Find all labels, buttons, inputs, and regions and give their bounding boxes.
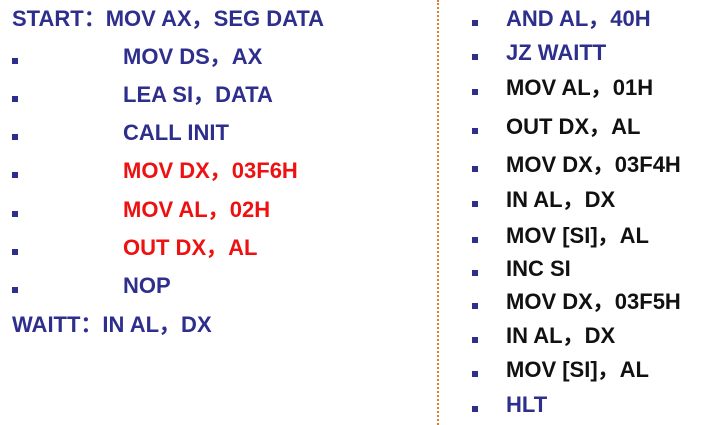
- right-line-10: IN AL，DX: [506, 323, 616, 348]
- right-line-6: IN AL，DX: [506, 187, 616, 212]
- right-line-5: MOV DX，03F4H: [506, 152, 681, 177]
- right-line-7: MOV [SI]，AL: [506, 223, 649, 248]
- bullet-icon: [472, 406, 478, 412]
- bullet-icon: [472, 89, 478, 95]
- left-line-5: MOV DX，03F6H: [123, 158, 298, 183]
- bullet-icon: [12, 134, 18, 140]
- bullet-icon: [472, 20, 478, 26]
- bullet-icon: [472, 371, 478, 377]
- bullet-icon: [472, 237, 478, 243]
- bullet-icon: [472, 54, 478, 60]
- bullet-icon: [12, 211, 18, 217]
- left-line-9: WAITT：IN AL，DX: [12, 312, 212, 337]
- bullet-icon: [12, 172, 18, 178]
- column-divider: [437, 0, 439, 425]
- bullet-icon: [12, 287, 18, 293]
- left-line-3: LEA SI，DATA: [123, 82, 273, 107]
- right-line-4: OUT DX，AL: [506, 114, 641, 139]
- right-line-3: MOV AL，01H: [506, 75, 654, 100]
- bullet-icon: [12, 96, 18, 102]
- bullet-icon: [12, 58, 18, 64]
- left-line-4: CALL INIT: [123, 120, 229, 145]
- bullet-icon: [472, 166, 478, 172]
- left-line-8: NOP: [123, 273, 171, 298]
- right-line-11: MOV [SI]，AL: [506, 357, 649, 382]
- right-line-12: HLT: [506, 392, 548, 417]
- left-line-2: MOV DS，AX: [123, 44, 263, 69]
- left-line-7: OUT DX，AL: [123, 235, 258, 260]
- left-line-6: MOV AL，02H: [123, 197, 271, 222]
- right-line-8: INC SI: [506, 256, 571, 281]
- right-line-1: AND AL，40H: [506, 6, 651, 31]
- right-line-9: MOV DX，03F5H: [506, 289, 681, 314]
- right-line-2: JZ WAITT: [506, 40, 607, 65]
- bullet-icon: [472, 337, 478, 343]
- left-line-1: START：MOV AX，SEG DATA: [12, 6, 325, 31]
- bullet-icon: [472, 303, 478, 309]
- bullet-icon: [472, 201, 478, 207]
- bullet-icon: [12, 249, 18, 255]
- bullet-icon: [472, 270, 478, 276]
- bullet-icon: [472, 128, 478, 134]
